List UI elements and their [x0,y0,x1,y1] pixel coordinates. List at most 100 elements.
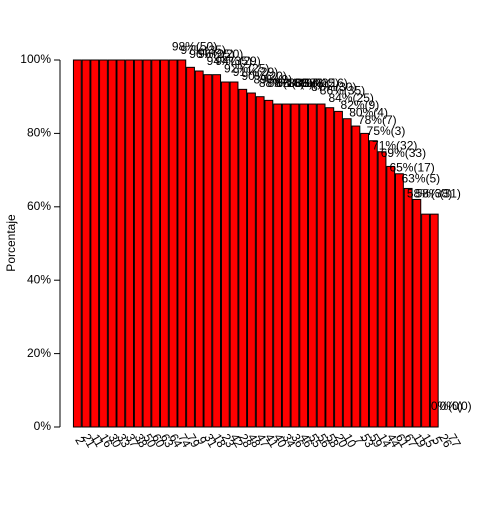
bar [81,59,91,428]
value-label: 0%(0) [431,399,463,413]
x-tick-label: 48 [245,431,264,450]
value-label: 88%(16) [259,76,304,90]
value-label: 96%(25) [189,47,234,61]
bar [99,59,108,428]
bar [290,103,300,428]
bar [125,59,134,428]
x-tick-label: 61 [393,431,412,450]
x-tick-label: 46 [297,431,316,450]
x-tick-label: 58 [323,431,342,450]
bar [386,165,396,428]
bar [247,92,256,428]
y-tick-label: 0% [34,419,52,433]
y-tick-label: 80% [27,126,51,140]
x-tick-label: 59 [367,431,386,450]
value-label: 82%(9) [341,98,380,112]
bar [412,198,422,428]
value-label: 87%(30) [311,80,356,94]
value-label: 88%(25) [294,76,339,90]
bar [159,59,169,428]
value-label: 88%(33) [268,76,313,90]
bar [316,103,326,428]
x-tick-label: 53 [358,431,377,450]
x-tick-label: 14 [375,431,394,450]
bar [264,99,274,428]
value-label: 80%(4) [349,106,388,120]
bar [90,59,100,428]
x-tick-label: 34 [280,431,299,450]
x-tick-label: 60 [149,431,168,450]
y-tick-label: 20% [27,346,51,360]
value-label: 71%(32) [372,139,417,153]
x-tick-label: 31 [201,431,220,450]
x-tick-label: 41 [262,431,281,450]
bar [177,59,187,428]
x-tick-label: 37 [123,431,142,450]
x-tick-label: 16 [97,431,116,450]
value-label: 90%(20) [241,69,286,83]
x-tick-label: 36 [288,431,307,450]
bar [72,59,82,428]
bar [403,187,413,428]
value-label: 58%(38) [407,186,452,200]
bar [168,59,178,428]
x-tick-label: 42 [227,431,246,450]
value-label: 84%(25) [329,91,374,105]
x-tick-label: 18 [210,431,229,450]
bar [342,118,352,428]
value-label: 91%(29) [233,65,278,79]
bar [116,59,126,428]
x-tick-label: 50 [140,431,159,450]
value-label: 88%(8) [288,76,327,90]
value-label: 78%(7) [358,113,397,127]
x-tick-label: 10 [341,431,360,450]
x-tick-label: 67 [401,431,420,450]
x-tick-label: 40 [271,431,290,450]
bar [360,132,370,428]
x-tick-label: 55 [306,431,325,450]
x-tick-label: 74 [175,431,194,450]
value-label: 75%(3) [367,124,406,138]
x-tick-label: 21 [79,431,98,450]
x-tick-label: 19 [410,431,429,450]
value-label: 97%(35) [181,43,226,57]
y-tick-label: 100% [20,52,51,66]
value-label: 98%(50) [172,40,217,54]
value-label: 86%(35) [320,84,365,98]
y-tick-label: 40% [27,272,51,286]
bar [107,59,117,428]
y-tick-label: 60% [27,199,51,213]
value-label: 96%(20) [198,47,243,61]
x-tick-label: 15 [419,431,438,450]
x-tick-label: 64 [166,431,185,450]
bar [186,66,195,428]
value-label: 65%(17) [389,161,434,175]
value-label: 94%(35) [207,54,252,68]
x-tick-label: 77 [445,431,464,450]
bar [307,103,317,428]
bar [238,88,248,428]
x-tick-label: 28 [236,431,255,450]
bar [325,107,335,428]
bar [429,213,439,428]
bar [421,213,430,428]
value-label: 69%(33) [381,146,426,160]
x-tick-label: 20 [332,431,351,450]
value-label: 88%(16) [302,76,347,90]
x-tick-label: 56 [314,431,333,450]
x-tick-label: 63 [158,431,177,450]
bar [151,59,161,428]
value-label: 92%(25) [224,62,269,76]
x-tick-label: 44 [384,431,403,450]
bar [395,173,404,428]
bar [220,81,230,428]
bar [273,103,282,428]
bar [377,151,387,428]
bar [203,74,213,428]
value-label: 94%(29) [215,54,260,68]
bar [299,103,309,428]
bar [281,103,291,428]
bar [334,110,343,428]
value-label: 88%(17) [276,76,321,90]
value-label: 0%(0) [440,399,472,413]
